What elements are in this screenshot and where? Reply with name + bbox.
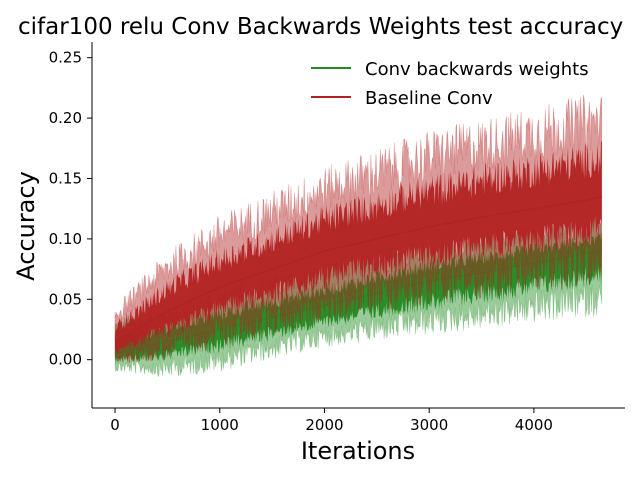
x-tick-label: 1000 xyxy=(201,416,239,434)
y-tick-label: 0.00 xyxy=(49,351,82,369)
series-core-baseline-conv xyxy=(115,140,602,354)
series-line-baseline-conv xyxy=(114,195,602,343)
x-tick-label: 4000 xyxy=(515,416,553,434)
y-axis-label: Accuracy xyxy=(12,171,40,281)
y-tick-label: 0.20 xyxy=(49,109,82,127)
y-tick-label: 0.05 xyxy=(49,290,82,308)
y-tick-label: 0.15 xyxy=(49,169,82,187)
series-layer xyxy=(114,95,603,377)
x-axis-label: Iterations xyxy=(301,437,415,465)
chart-title: cifar100 relu Conv Backwards Weights tes… xyxy=(18,14,623,40)
x-tick-label: 2000 xyxy=(305,416,343,434)
y-tick-label: 0.25 xyxy=(49,49,82,67)
legend: Conv backwards weights Baseline Conv xyxy=(311,59,589,109)
x-tick-label: 3000 xyxy=(410,416,448,434)
ticks-layer: 0 1000 2000 3000 4000 0.00 0.05 0.10 0.15 0.20 0.2… xyxy=(49,49,553,434)
legend-label-baseline-conv: Baseline Conv xyxy=(365,88,493,109)
y-tick-label: 0.10 xyxy=(49,230,82,248)
series-line-conv-backwards-weights xyxy=(114,250,602,355)
legend-label-conv-backwards-weights: Conv backwards weights xyxy=(365,59,589,80)
x-tick-label: 0 xyxy=(110,416,120,434)
